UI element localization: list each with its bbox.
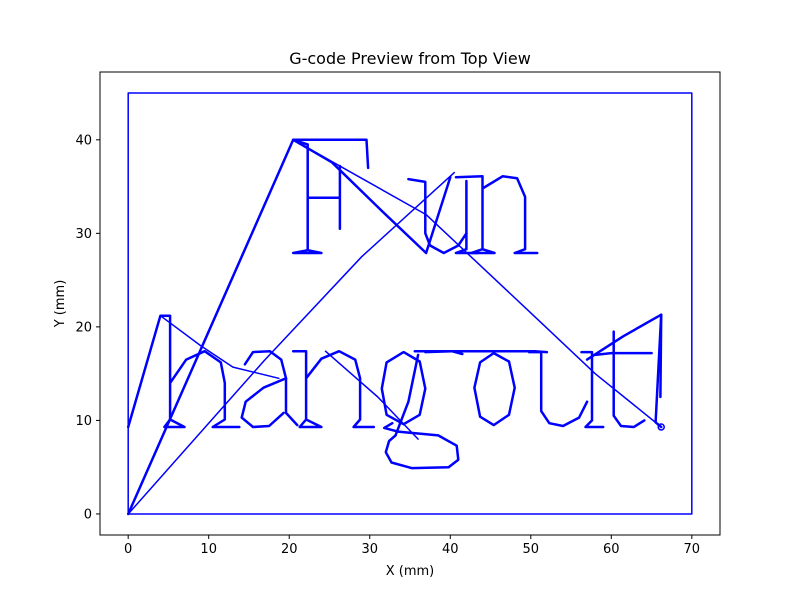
toolpath-series-10 bbox=[243, 349, 299, 427]
y-axis-ticks: 0 10 20 30 40 bbox=[75, 133, 100, 522]
y-tick-label: 20 bbox=[75, 320, 92, 335]
y-tick-label: 30 bbox=[75, 227, 92, 242]
toolpath-series-20 bbox=[527, 350, 589, 428]
x-tick-label: 60 bbox=[603, 542, 620, 557]
toolpath-series-11 bbox=[240, 377, 288, 429]
x-tick-label: 20 bbox=[281, 542, 298, 557]
y-axis-title: Y (mm) bbox=[53, 280, 68, 329]
toolpath-series-1 bbox=[126, 138, 370, 516]
toolpath-series-7 bbox=[127, 171, 456, 515]
toolpath-layer bbox=[126, 92, 693, 516]
x-tick-label: 40 bbox=[442, 542, 459, 557]
toolpath-series-14 bbox=[380, 350, 427, 426]
x-tick-label: 0 bbox=[124, 542, 132, 557]
y-tick-label: 40 bbox=[75, 133, 92, 148]
toolpath-series-6 bbox=[292, 139, 662, 428]
axes-frame bbox=[99, 71, 721, 536]
toolpath-end-marker bbox=[657, 423, 665, 431]
toolpath-series-0 bbox=[127, 92, 693, 515]
x-tick-label: 10 bbox=[200, 542, 217, 557]
toolpath-series-17 bbox=[394, 353, 420, 437]
x-axis-ticks: 0 10 20 30 40 50 60 70 bbox=[124, 535, 700, 557]
chart-title: G-code Preview from Top View bbox=[289, 49, 531, 68]
x-axis-title: X (mm) bbox=[386, 564, 435, 579]
toolpath-series-9 bbox=[159, 314, 280, 380]
toolpath-series-19 bbox=[413, 349, 549, 354]
x-tick-label: 30 bbox=[361, 542, 378, 557]
toolpath-series-23 bbox=[612, 330, 646, 429]
toolpath-series-16 bbox=[382, 421, 460, 470]
x-tick-label: 50 bbox=[523, 542, 540, 557]
toolpath-series-8 bbox=[126, 314, 241, 429]
toolpath-series-22 bbox=[593, 351, 653, 357]
y-tick-label: 0 bbox=[84, 507, 92, 522]
y-tick-label: 10 bbox=[75, 414, 92, 429]
toolpath-series-13 bbox=[324, 350, 419, 440]
toolpath-series-21 bbox=[580, 350, 605, 429]
toolpath-series-12 bbox=[291, 349, 376, 429]
toolpath-series-18 bbox=[473, 351, 516, 427]
x-tick-label: 70 bbox=[684, 542, 701, 557]
toolpath-series-5 bbox=[454, 175, 539, 255]
